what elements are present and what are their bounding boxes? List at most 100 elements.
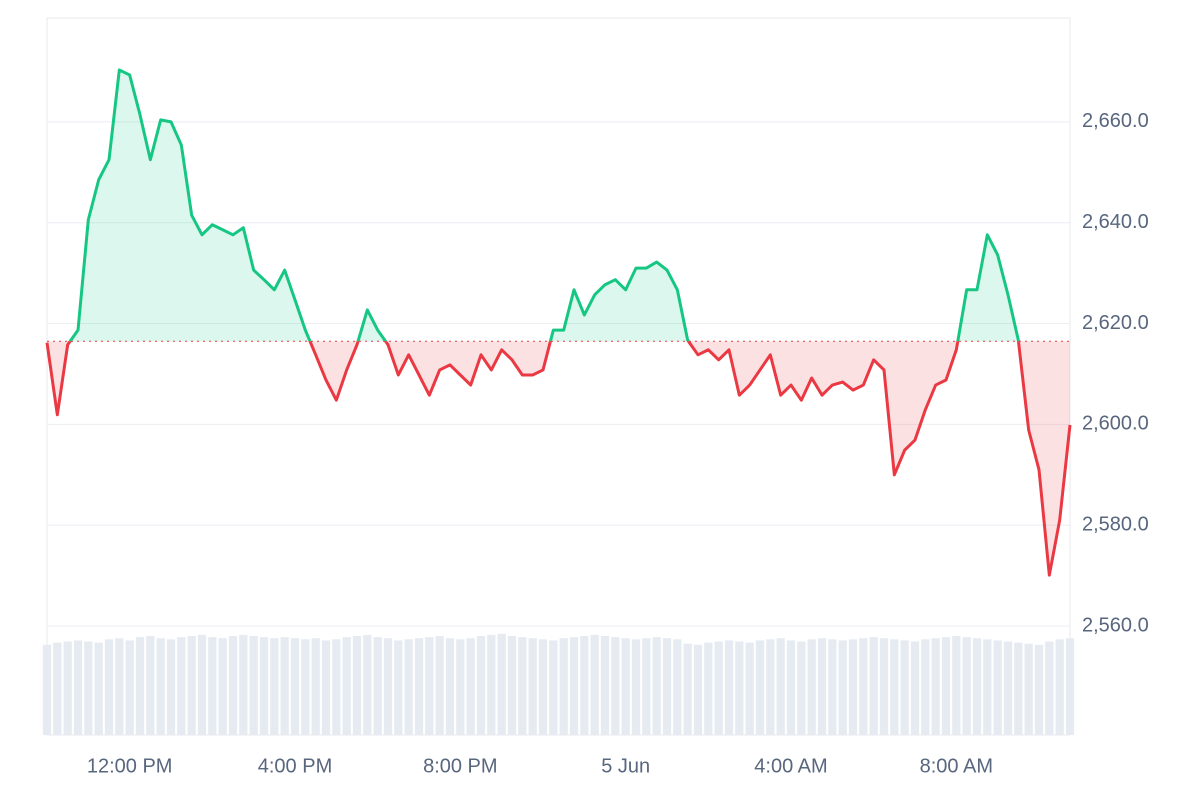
volume-bar — [642, 638, 651, 735]
volume-bar — [559, 638, 568, 735]
volume-bar — [84, 641, 93, 735]
volume-bar — [290, 638, 300, 735]
area-up — [70, 69, 1019, 342]
volume-bar — [869, 637, 878, 735]
volume-bar — [125, 640, 134, 735]
volume-bar — [197, 634, 207, 735]
volume-bar — [53, 642, 62, 735]
volume-bar — [952, 636, 961, 735]
volume-bar — [838, 640, 847, 735]
x-tick-label: 8:00 AM — [920, 755, 993, 777]
plot-frame — [46, 17, 1071, 736]
volume-bar — [342, 637, 351, 735]
volume-bar — [807, 639, 816, 735]
volume-bar — [879, 638, 889, 735]
volume-bar — [817, 638, 827, 735]
volume-bar — [42, 644, 52, 735]
volume-bar — [611, 637, 620, 735]
price-line-up — [68, 68, 1020, 342]
volume-bar — [828, 639, 837, 735]
volume-bar — [135, 637, 145, 735]
volume-bar — [766, 639, 775, 735]
volume-bar — [983, 639, 992, 735]
volume-bar — [425, 637, 434, 735]
volume-bar — [146, 636, 155, 735]
volume-bar — [332, 639, 341, 735]
volume-bar — [704, 642, 713, 735]
volume-bar — [962, 637, 971, 735]
x-tick-label: 4:00 PM — [258, 755, 332, 777]
volume-bar — [941, 637, 951, 735]
y-tick-label: 2,600.0 — [1082, 413, 1149, 435]
volume-bar — [549, 640, 558, 735]
volume-bar — [321, 640, 331, 735]
volume-bar — [166, 639, 176, 735]
x-tick-label: 8:00 PM — [423, 755, 497, 777]
price-line-down — [45, 341, 1072, 577]
volume-bar — [735, 641, 744, 735]
volume-bar — [383, 638, 393, 735]
volume-bar — [1024, 643, 1033, 735]
volume-bar — [466, 638, 475, 735]
volume-bar — [972, 638, 982, 735]
volume-bar — [270, 638, 279, 735]
volume-bar — [600, 636, 610, 735]
volume-bar — [569, 637, 579, 735]
volume-bar — [580, 636, 589, 735]
volume-bar — [890, 639, 899, 735]
volume-bar — [900, 640, 909, 735]
y-tick-label: 2,660.0 — [1082, 110, 1149, 132]
volume-bar — [63, 641, 72, 735]
volume-bar — [187, 636, 196, 735]
volume-bar — [363, 634, 372, 735]
volume-bar — [115, 638, 124, 735]
volume-bar — [910, 641, 920, 735]
y-tick-label: 2,560.0 — [1082, 614, 1149, 636]
volume-bar — [404, 639, 413, 735]
volume-bar — [177, 637, 186, 735]
y-tick-label: 2,580.0 — [1082, 514, 1149, 536]
volume-bar — [301, 639, 310, 735]
volume-bar — [797, 641, 806, 735]
volume-bar — [1003, 641, 1013, 735]
volume-bar — [373, 637, 382, 735]
x-tick-label: 4:00 AM — [754, 755, 827, 777]
volume-bar — [1065, 638, 1075, 735]
volume-bar — [456, 639, 465, 735]
volume-bar — [745, 642, 754, 735]
volume-bar — [1045, 641, 1054, 735]
volume-bar — [931, 638, 940, 735]
volume-bar — [714, 641, 723, 735]
volume-bar — [1014, 642, 1023, 735]
volume-bar — [280, 637, 289, 735]
x-tick-label: 5 Jun — [601, 755, 650, 777]
y-tick-label: 2,620.0 — [1082, 312, 1149, 334]
volume-bar — [487, 634, 496, 735]
volume-bar — [724, 640, 734, 735]
volume-bar — [394, 640, 403, 735]
volume-bar — [518, 637, 527, 735]
volume-bar — [786, 640, 796, 735]
volume-bar — [755, 640, 765, 735]
volume-bar — [590, 634, 599, 735]
volume-bar — [414, 638, 424, 735]
volume-bar — [1034, 644, 1044, 735]
volume-bar — [507, 636, 517, 735]
volume-bar — [435, 636, 444, 735]
volume-bar — [621, 638, 630, 735]
x-tick-label: 12:00 PM — [87, 755, 173, 777]
volume-bar — [94, 642, 103, 735]
volume-bar — [1055, 639, 1064, 735]
volume-bar — [652, 637, 661, 735]
volume-bar — [156, 638, 165, 735]
volume-bar — [693, 644, 703, 735]
volume-bar — [662, 638, 672, 735]
volume-bar — [228, 636, 238, 735]
volume-bar — [683, 643, 692, 735]
volume-bar — [921, 639, 930, 735]
volume-bar — [73, 640, 83, 735]
volume-bar — [776, 638, 785, 735]
volume-bar — [445, 638, 455, 735]
volume-bar — [249, 636, 258, 735]
volume-bar — [476, 636, 486, 735]
